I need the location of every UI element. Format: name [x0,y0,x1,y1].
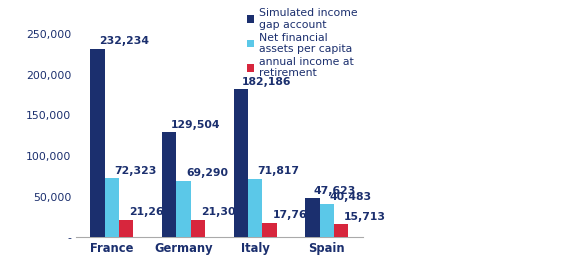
Text: 21,309: 21,309 [201,207,243,217]
Bar [248,179,262,237]
Bar [262,223,277,237]
Bar [105,179,119,237]
Bar [233,89,248,237]
Bar [119,220,133,237]
Text: 71,817: 71,817 [257,167,300,176]
Text: 15,713: 15,713 [344,212,386,222]
Bar [319,204,334,237]
Text: 40,483: 40,483 [329,192,371,202]
Legend: Simulated income
gap account, Net financial
assets per capita, annual income at
: Simulated income gap account, Net financ… [247,8,357,78]
Text: 182,186: 182,186 [242,77,291,87]
Bar [191,220,205,237]
Text: 72,323: 72,323 [114,166,157,176]
Bar [305,198,319,237]
Text: 21,268: 21,268 [129,208,171,217]
Text: 129,504: 129,504 [170,120,220,130]
Text: 17,769: 17,769 [273,210,315,220]
Text: 47,623: 47,623 [314,186,356,196]
Text: 69,290: 69,290 [186,169,228,179]
Bar [90,49,105,237]
Bar [177,181,191,237]
Bar [334,224,348,237]
Bar [162,132,177,237]
Text: 232,234: 232,234 [99,36,149,46]
